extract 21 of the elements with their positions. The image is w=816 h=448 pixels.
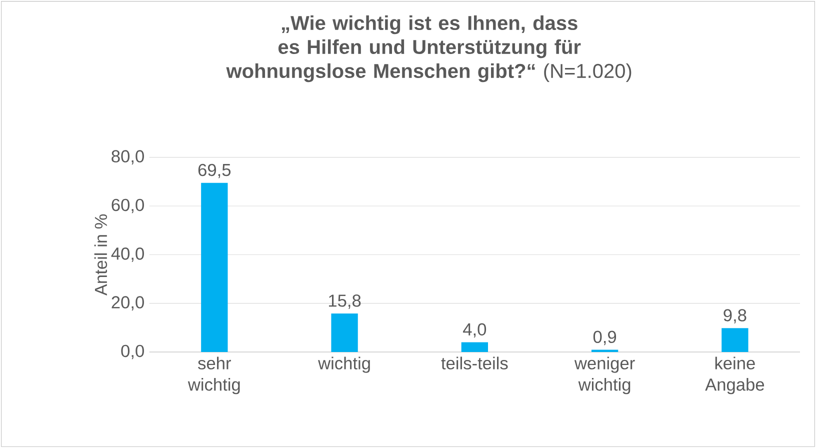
x-tick-label: weniger wichtig [574,356,635,394]
data-label: 69,5 [198,164,231,178]
bar [331,314,358,352]
bar [201,182,228,352]
x-tick-label: teils-teils [441,356,508,370]
y-axis-title: Anteil in % [94,214,108,296]
y-tick-label: 60,0 [112,198,144,214]
data-label: 15,8 [328,294,361,309]
x-tick-label: sehr wichtig [188,356,240,394]
y-tick-label: 40,0 [111,247,144,262]
y-tick-label: 80,0 [112,150,144,164]
y-tick-label: 20,0 [112,296,144,310]
y-tick-label: 0,0 [121,344,144,360]
bar [461,342,488,352]
data-label: 9,8 [724,309,746,324]
bar [722,328,748,352]
data-label: 0,9 [593,330,616,346]
data-label: 4,0 [463,323,486,338]
x-tick-label: keine Angabe [705,356,764,394]
chart-title: „Wie wichtig ist es Ihnen, dass es Hilfen und Unterstützung für wohnungslose Menschen gibt?“ (N=1.020) [226,15,632,82]
x-tick-label: wichtig [318,356,370,373]
